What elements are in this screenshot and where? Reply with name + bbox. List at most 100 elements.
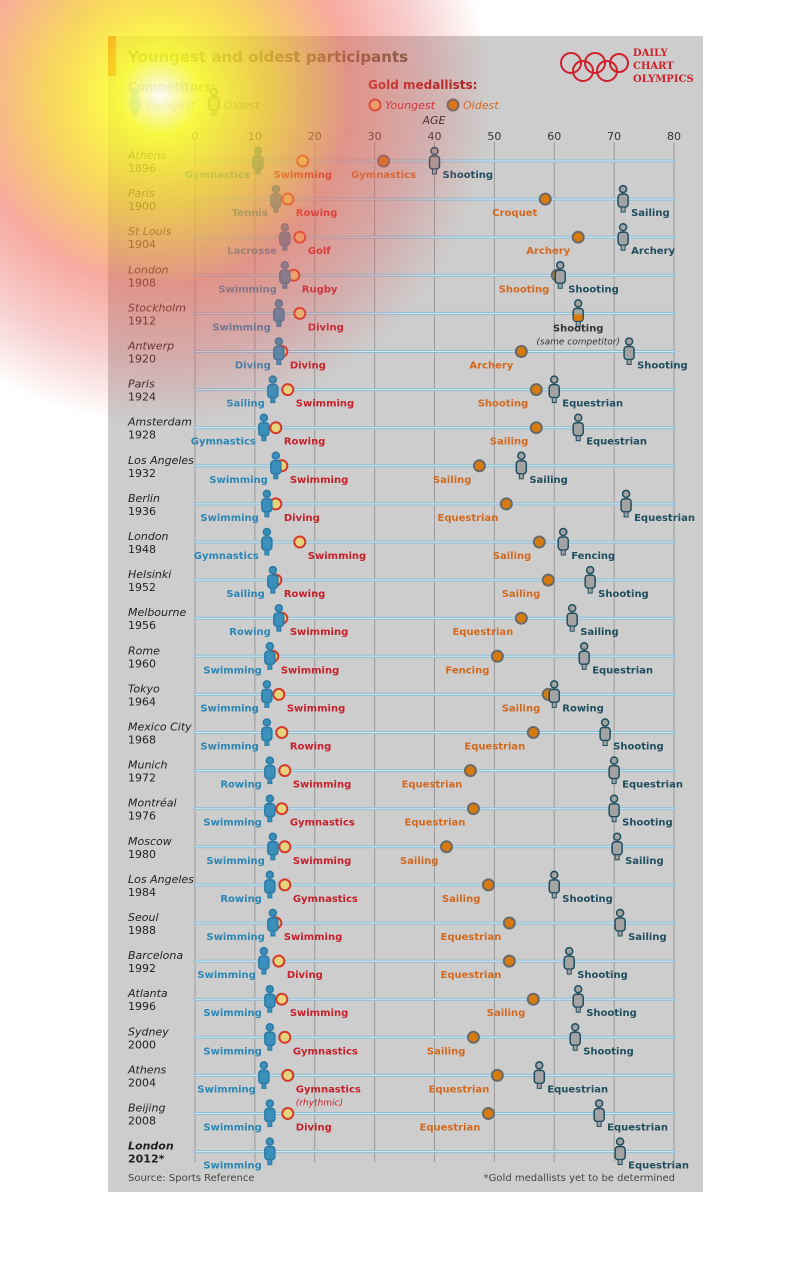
row-city-label: Montréal — [128, 797, 177, 810]
person-head — [274, 299, 284, 308]
person-head — [430, 146, 439, 156]
person-head — [262, 527, 272, 537]
youngest-competitor-icon — [261, 680, 273, 708]
row-city-label: Helsinki — [128, 568, 171, 581]
youngest-competitor-label: Sailing — [226, 589, 265, 600]
person-head — [268, 375, 278, 384]
x-tick-label: 70 — [607, 130, 621, 143]
row-year-label: 2012* — [128, 1153, 165, 1166]
person-body — [258, 421, 270, 437]
x-tick-label: 20 — [308, 130, 322, 143]
person-head — [517, 451, 526, 461]
youngest-competitor-label: Gymnastics — [191, 437, 256, 448]
oldest-gold-marker — [571, 230, 585, 244]
x-tick-label: 80 — [667, 130, 681, 143]
oldest-competitor-icon — [599, 718, 611, 746]
youngest-competitor-icon — [264, 642, 276, 670]
youngest-competitor-icon — [279, 222, 291, 251]
person-legs — [261, 435, 267, 442]
row-city-label: Rome — [128, 644, 160, 657]
oldest-gold-marker — [490, 649, 504, 663]
row-year-label: 1908 — [128, 276, 156, 289]
youngest-competitor-label: Swimming — [200, 513, 258, 524]
oldest-gold-label: Sailing — [502, 703, 541, 714]
person-legs — [264, 740, 270, 746]
oldest-competitor-icon — [584, 565, 596, 594]
person-legs — [267, 892, 273, 899]
person-head — [615, 1137, 625, 1146]
person-legs — [267, 663, 273, 670]
oldest-competitor-icon — [554, 261, 566, 289]
person-head — [618, 184, 628, 194]
youngest-competitor-label: Swimming — [203, 818, 261, 829]
youngest-competitor-label: Swimming — [203, 1123, 261, 1134]
person-legs — [282, 244, 288, 251]
person-legs — [518, 473, 524, 480]
oldest-competitor-icon — [578, 642, 590, 670]
row-year-label: 1928 — [128, 429, 156, 442]
youngest-gold-marker — [278, 764, 292, 778]
oldest-competitor-label: Equestrian — [607, 1123, 668, 1134]
row-year-label: 1936 — [128, 505, 156, 518]
oldest-competitor-icon — [614, 908, 626, 937]
row-city-label: Mexico City — [128, 721, 192, 734]
oldest-competitor-label: Sailing — [631, 208, 670, 219]
oldest-competitor-label: Shooting — [583, 1046, 634, 1057]
oldest-gold-marker — [466, 802, 480, 816]
person-legs — [267, 816, 273, 823]
youngest-competitor-label: Lacrosse — [227, 246, 277, 257]
youngest-competitor-icon — [267, 565, 279, 594]
person-body — [258, 955, 270, 970]
person-legs — [596, 1121, 602, 1127]
youngest-competitor-label: Rowing — [220, 780, 262, 791]
oldest-gold-label: Sailing — [442, 894, 481, 905]
person-body — [264, 1107, 276, 1123]
person-body — [554, 269, 566, 285]
person-body — [264, 764, 276, 780]
youngest-competitor-icon — [261, 718, 273, 746]
oldest-gold-label: Equestrian — [420, 1123, 481, 1134]
youngest-gold-marker — [269, 421, 283, 435]
oldest-competitor-icon — [593, 1099, 605, 1127]
youngest-gold-label: Swimming — [293, 856, 351, 867]
oldest-competitor-label: Shooting — [577, 970, 628, 981]
person-body — [267, 917, 279, 932]
person-legs — [267, 1044, 273, 1051]
person-head — [567, 603, 577, 613]
youngest-gold-marker — [272, 954, 286, 968]
row-city-label: Los Angeles — [128, 454, 194, 467]
legend-old-gold-label: Oldest — [463, 99, 499, 112]
oldest-competitor-label: Shooting — [637, 361, 688, 372]
person-head — [262, 489, 272, 499]
person-body — [261, 498, 273, 513]
oldest-competitor-label: Shooting — [622, 818, 673, 829]
person-head — [573, 299, 583, 308]
person-body — [129, 96, 141, 111]
oldest-competitor-icon — [548, 870, 560, 899]
oldest-gold-marker — [502, 916, 516, 930]
legend-old-gold-marker — [446, 98, 460, 112]
person-head — [550, 375, 559, 384]
row-city-label: Barcelona — [128, 949, 183, 962]
oldest-competitor-label: Shooting — [613, 742, 664, 753]
youngest-competitor-icon — [279, 261, 291, 289]
oldest-competitor-label: Sailing — [529, 475, 568, 486]
youngest-competitor-icon — [261, 489, 273, 518]
youngest-gold-marker — [293, 535, 307, 549]
person-body — [270, 193, 282, 208]
person-body — [261, 536, 273, 551]
person-head — [268, 832, 278, 842]
person-body — [566, 612, 578, 627]
youngest-competitor-label: Swimming — [203, 1161, 261, 1172]
person-legs — [620, 244, 626, 251]
youngest-gold-marker — [278, 1030, 292, 1044]
person-body — [533, 1069, 546, 1085]
youngest-competitor-icon — [264, 870, 276, 899]
legend-old-competitor-icon — [208, 87, 220, 116]
youngest-gold-marker — [293, 230, 307, 244]
oldest-competitor-icon — [533, 1061, 546, 1089]
youngest-gold-label: Rowing — [296, 208, 338, 219]
person-body — [599, 726, 611, 742]
person-head — [585, 565, 595, 575]
person-head — [274, 603, 284, 613]
